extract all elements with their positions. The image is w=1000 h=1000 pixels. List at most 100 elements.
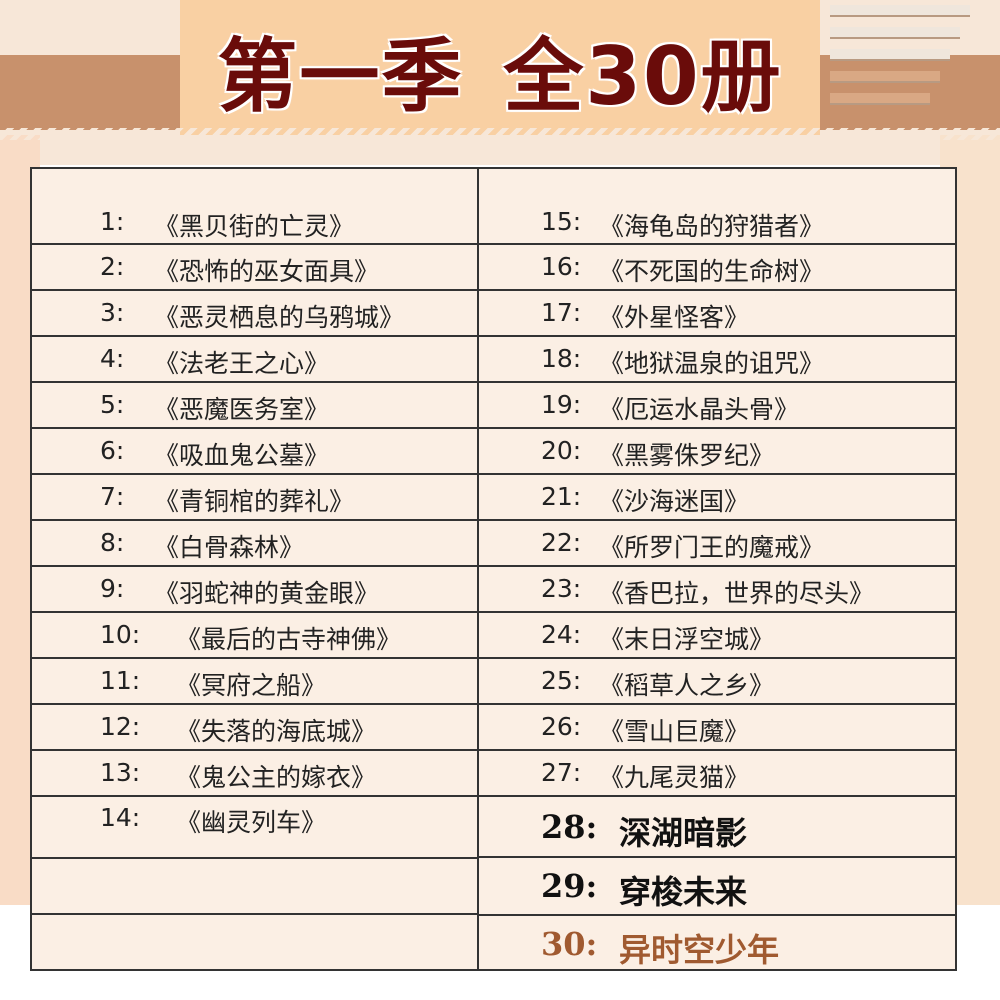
book-title: 《稻草人之乡》 bbox=[599, 671, 775, 700]
book-number: 6: bbox=[100, 436, 125, 465]
book-title: 《外星怪客》 bbox=[599, 303, 750, 332]
book-title: 《厄运水晶头骨》 bbox=[599, 395, 800, 424]
book-number: 23: bbox=[541, 574, 582, 603]
book-number: 18: bbox=[541, 344, 582, 373]
book-number: 2: bbox=[100, 252, 125, 281]
table-row bbox=[32, 859, 477, 915]
table-row: 28: 深湖暗影 bbox=[479, 797, 955, 858]
table-row: 24: 《末日浮空城》 bbox=[479, 613, 955, 659]
book-title: 《不死国的生命树》 bbox=[599, 257, 825, 286]
book-number: 19: bbox=[541, 390, 582, 419]
book-title: 深湖暗影 bbox=[619, 813, 748, 852]
book-title: 《恶灵栖息的乌鸦城》 bbox=[154, 303, 405, 332]
page-title: 第一季 全30册 bbox=[180, 12, 820, 128]
table-row: 1: 《黑贝街的亡灵》 bbox=[32, 169, 477, 245]
book-title: 《羽蛇神的黄金眼》 bbox=[154, 579, 380, 608]
book-title: 《黑贝街的亡灵》 bbox=[154, 212, 355, 241]
book-title: 《恶魔医务室》 bbox=[154, 395, 330, 424]
title-volumes: 全30册 bbox=[503, 30, 783, 123]
table-row: 6: 《吸血鬼公墓》 bbox=[32, 429, 477, 475]
table-row: 23: 《香巴拉，世界的尽头》 bbox=[479, 567, 955, 613]
table-row: 12: 《失落的海底城》 bbox=[32, 705, 477, 751]
table-row bbox=[32, 915, 477, 973]
book-title: 异时空少年 bbox=[619, 930, 780, 969]
book-title: 《吸血鬼公墓》 bbox=[154, 441, 330, 470]
table-row: 10: 《最后的古寺神佛》 bbox=[32, 613, 477, 659]
table-row: 27: 《九尾灵猫》 bbox=[479, 751, 955, 797]
header-band-left bbox=[0, 55, 180, 130]
table-row: 3: 《恶灵栖息的乌鸦城》 bbox=[32, 291, 477, 337]
book-number: 26: bbox=[541, 712, 582, 741]
table-row: 9: 《羽蛇神的黄金眼》 bbox=[32, 567, 477, 613]
book-title: 穿梭未来 bbox=[619, 873, 748, 911]
book-number: 29: bbox=[541, 867, 598, 905]
book-number: 7: bbox=[100, 482, 125, 511]
book-title: 《雪山巨魔》 bbox=[599, 717, 750, 746]
table-row: 25: 《稻草人之乡》 bbox=[479, 659, 955, 705]
table-row: 4: 《法老王之心》 bbox=[32, 337, 477, 383]
table-row: 29: 穿梭未来 bbox=[479, 858, 955, 916]
book-number: 17: bbox=[541, 298, 582, 327]
book-number: 24: bbox=[541, 620, 582, 649]
table-row: 21: 《沙海迷国》 bbox=[479, 475, 955, 521]
book-list-table: 1: 《黑贝街的亡灵》 2: 《恐怖的巫女面具》 3: 《恶灵栖息的乌鸦城》 4: 《法老王之… bbox=[30, 167, 957, 971]
table-row: 17: 《外星怪客》 bbox=[479, 291, 955, 337]
decorative-books bbox=[830, 5, 980, 125]
book-number: 1: bbox=[100, 207, 125, 236]
right-column: 15: 《海龟岛的狩猎者》 16: 《不死国的生命树》 17: 《外星怪客》 18: 《地狱温… bbox=[479, 169, 955, 969]
book-title: 《香巴拉，世界的尽头》 bbox=[599, 579, 875, 608]
table-row: 16: 《不死国的生命树》 bbox=[479, 245, 955, 291]
book-number: 27: bbox=[541, 758, 582, 787]
book-title: 《冥府之船》 bbox=[176, 671, 327, 700]
table-row: 20: 《黑雾侏罗纪》 bbox=[479, 429, 955, 475]
book-number: 5: bbox=[100, 390, 125, 419]
book-title: 《海龟岛的狩猎者》 bbox=[599, 212, 825, 241]
book-title: 《所罗门王的魔戒》 bbox=[599, 533, 825, 562]
table-row: 13: 《鬼公主的嫁衣》 bbox=[32, 751, 477, 797]
title-box bbox=[180, 0, 820, 135]
book-title: 《青铜棺的葬礼》 bbox=[154, 487, 355, 516]
book-number: 20: bbox=[541, 436, 582, 465]
table-row: 5: 《恶魔医务室》 bbox=[32, 383, 477, 429]
book-title: 《幽灵列车》 bbox=[176, 808, 327, 837]
book-title: 《沙海迷国》 bbox=[599, 487, 750, 516]
table-row: 26: 《雪山巨魔》 bbox=[479, 705, 955, 751]
table-row: 22: 《所罗门王的魔戒》 bbox=[479, 521, 955, 567]
zigzag-divider bbox=[0, 128, 1000, 140]
table-row: 11: 《冥府之船》 bbox=[32, 659, 477, 705]
book-title: 《法老王之心》 bbox=[154, 349, 330, 378]
book-number: 28: bbox=[541, 807, 598, 846]
book-number: 15: bbox=[541, 207, 582, 236]
table-row: 30: 异时空少年 bbox=[479, 916, 955, 973]
book-number: 12: bbox=[100, 712, 141, 741]
table-row: 7: 《青铜棺的葬礼》 bbox=[32, 475, 477, 521]
book-number: 14: bbox=[100, 803, 141, 832]
book-number: 22: bbox=[541, 528, 582, 557]
header-band-right bbox=[820, 55, 1000, 130]
book-number: 9: bbox=[100, 574, 125, 603]
book-title: 《九尾灵猫》 bbox=[599, 763, 750, 792]
table-row: 2: 《恐怖的巫女面具》 bbox=[32, 245, 477, 291]
book-number: 25: bbox=[541, 666, 582, 695]
book-number: 3: bbox=[100, 298, 125, 327]
book-number: 30: bbox=[541, 924, 598, 963]
table-row: 14: 《幽灵列车》 bbox=[32, 797, 477, 859]
book-title: 《恐怖的巫女面具》 bbox=[154, 257, 380, 286]
book-number: 11: bbox=[100, 666, 141, 695]
book-title: 《黑雾侏罗纪》 bbox=[599, 441, 775, 470]
book-title: 《最后的古寺神佛》 bbox=[176, 625, 402, 654]
book-number: 4: bbox=[100, 344, 125, 373]
book-title: 《失落的海底城》 bbox=[176, 717, 377, 746]
book-title: 《地狱温泉的诅咒》 bbox=[599, 349, 825, 378]
book-number: 10: bbox=[100, 620, 141, 649]
table-row: 19: 《厄运水晶头骨》 bbox=[479, 383, 955, 429]
left-column: 1: 《黑贝街的亡灵》 2: 《恐怖的巫女面具》 3: 《恶灵栖息的乌鸦城》 4: 《法老王之… bbox=[32, 169, 479, 969]
title-season: 第一季 bbox=[217, 30, 464, 123]
book-number: 8: bbox=[100, 528, 125, 557]
book-number: 16: bbox=[541, 252, 582, 281]
book-title: 《鬼公主的嫁衣》 bbox=[176, 763, 377, 792]
book-number: 13: bbox=[100, 758, 141, 787]
book-title: 《末日浮空城》 bbox=[599, 625, 775, 654]
book-number: 21: bbox=[541, 482, 582, 511]
table-row: 18: 《地狱温泉的诅咒》 bbox=[479, 337, 955, 383]
